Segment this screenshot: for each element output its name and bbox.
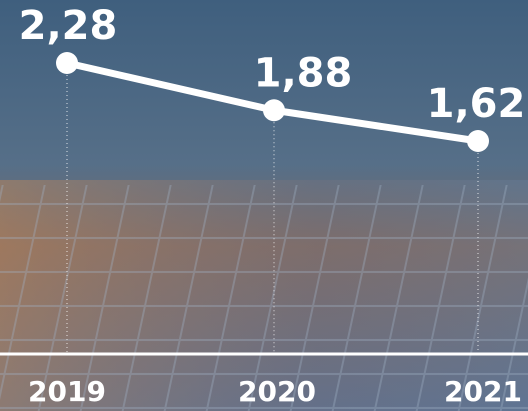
value-label: 2,28	[19, 3, 118, 49]
panel-grid	[0, 185, 528, 411]
point	[56, 52, 78, 74]
plot: 2,28 2019 1,88 2020 1,62 2021	[19, 3, 526, 408]
value-label: 1,88	[254, 50, 353, 96]
point	[467, 130, 489, 152]
x-tick-label: 2021	[444, 375, 522, 408]
x-tick-label: 2019	[28, 375, 106, 408]
point	[263, 99, 285, 122]
x-tick-label: 2020	[238, 375, 316, 408]
value-label: 1,62	[427, 81, 526, 127]
